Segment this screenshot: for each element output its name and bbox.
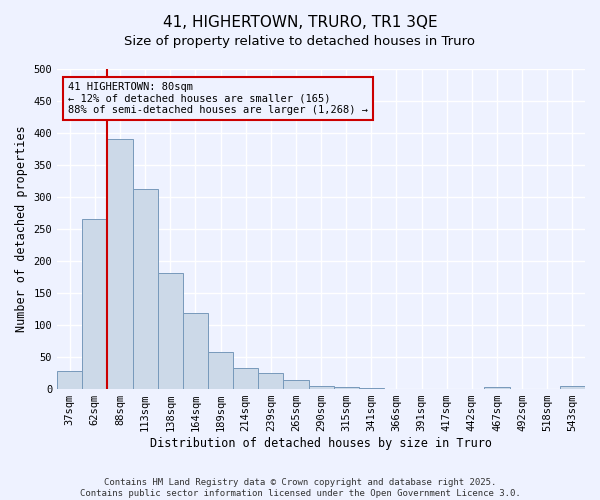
Bar bbox=[183, 313, 208, 389]
Y-axis label: Number of detached properties: Number of detached properties bbox=[15, 126, 28, 332]
Bar bbox=[208, 352, 233, 389]
Bar bbox=[334, 386, 359, 389]
Bar bbox=[82, 220, 107, 389]
Bar bbox=[233, 368, 258, 389]
X-axis label: Distribution of detached houses by size in Truro: Distribution of detached houses by size … bbox=[150, 437, 492, 450]
Bar bbox=[308, 386, 334, 389]
Bar bbox=[57, 370, 82, 389]
Bar bbox=[484, 387, 509, 389]
Bar bbox=[107, 140, 133, 389]
Bar bbox=[283, 380, 308, 389]
Bar bbox=[133, 188, 158, 389]
Text: 41, HIGHERTOWN, TRURO, TR1 3QE: 41, HIGHERTOWN, TRURO, TR1 3QE bbox=[163, 15, 437, 30]
Text: 41 HIGHERTOWN: 80sqm
← 12% of detached houses are smaller (165)
88% of semi-deta: 41 HIGHERTOWN: 80sqm ← 12% of detached h… bbox=[68, 82, 368, 115]
Text: Size of property relative to detached houses in Truro: Size of property relative to detached ho… bbox=[125, 35, 476, 48]
Bar bbox=[359, 388, 384, 389]
Bar bbox=[158, 272, 183, 389]
Bar bbox=[560, 386, 585, 389]
Text: Contains HM Land Registry data © Crown copyright and database right 2025.
Contai: Contains HM Land Registry data © Crown c… bbox=[80, 478, 520, 498]
Bar bbox=[258, 373, 283, 389]
